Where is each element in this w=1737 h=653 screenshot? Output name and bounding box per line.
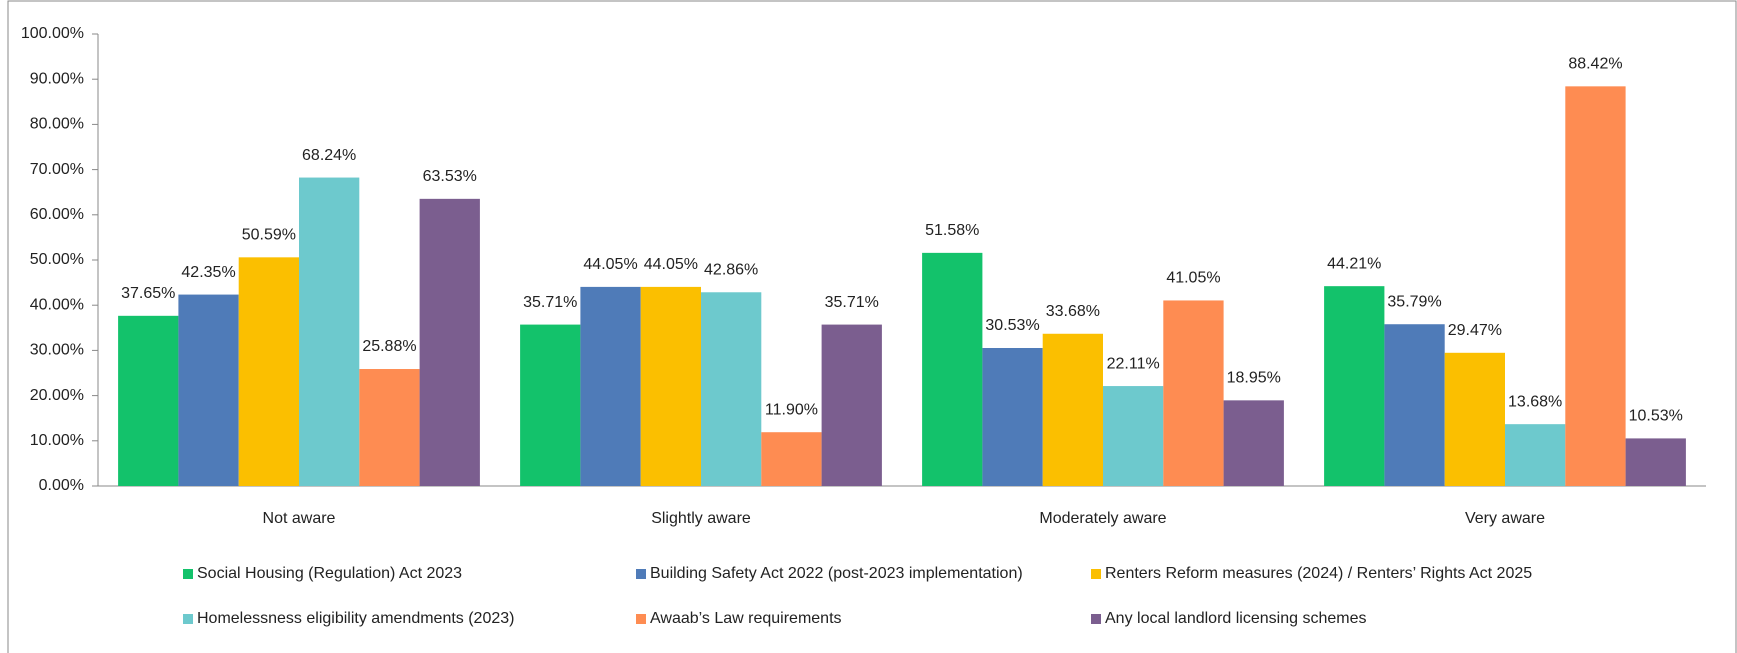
data-label: 35.71% <box>523 294 577 311</box>
bar <box>640 286 701 486</box>
bar <box>1223 400 1284 486</box>
bar <box>520 324 581 486</box>
bar <box>701 292 762 486</box>
y-tick-label: 30.00% <box>30 342 84 359</box>
legend-label: Renters Reform measures (2024) / Renters… <box>1105 565 1532 582</box>
x-tick-label: Not aware <box>263 510 336 527</box>
data-label: 22.11% <box>1107 355 1160 372</box>
bar <box>1103 386 1164 486</box>
data-label: 68.24% <box>302 147 356 164</box>
data-label: 44.05% <box>644 256 698 273</box>
data-label: 11.90% <box>765 401 818 418</box>
data-label: 35.71% <box>825 294 879 311</box>
bar <box>1163 300 1224 486</box>
y-tick-label: 20.00% <box>30 387 84 404</box>
data-label: 88.42% <box>1568 56 1622 73</box>
x-tick-label: Slightly aware <box>651 510 751 527</box>
bar <box>299 177 360 486</box>
data-label: 30.53% <box>985 317 1039 334</box>
bar <box>1384 324 1445 486</box>
data-label: 25.88% <box>362 338 416 355</box>
y-tick-label: 50.00% <box>30 251 84 268</box>
data-label: 44.21% <box>1327 255 1381 272</box>
y-tick-label: 90.00% <box>30 70 84 87</box>
chart-border <box>7 0 1737 653</box>
legend-label: Building Safety Act 2022 (post-2023 impl… <box>650 565 1023 582</box>
legend-swatch <box>1091 614 1101 624</box>
data-label: 35.79% <box>1387 293 1441 310</box>
legend-swatch <box>183 614 193 624</box>
bar <box>821 324 882 486</box>
y-tick-label: 10.00% <box>30 432 84 449</box>
bar <box>419 198 480 486</box>
legend-label: Homelessness eligibility amendments (202… <box>197 610 514 627</box>
bar <box>118 315 179 486</box>
legend-swatch <box>636 569 646 579</box>
legend-label: Awaab’s Law requirements <box>650 610 842 627</box>
data-label: 10.53% <box>1629 408 1683 425</box>
data-label: 41.05% <box>1166 270 1220 287</box>
y-tick-label: 40.00% <box>30 296 84 313</box>
bar <box>982 348 1043 486</box>
data-label: 13.68% <box>1508 393 1562 410</box>
legend-swatch <box>1091 569 1101 579</box>
data-label: 37.65% <box>121 285 175 302</box>
y-tick-label: 0.00% <box>39 477 84 494</box>
data-label: 29.47% <box>1448 322 1502 339</box>
bar <box>1042 333 1103 486</box>
data-label: 42.35% <box>181 264 235 281</box>
y-tick-label: 70.00% <box>30 161 84 178</box>
bar <box>238 257 299 486</box>
legend-label: Social Housing (Regulation) Act 2023 <box>197 565 462 582</box>
x-tick-label: Moderately aware <box>1039 510 1166 527</box>
bar <box>178 294 239 486</box>
bar <box>1324 286 1385 486</box>
data-label: 51.58% <box>925 222 979 239</box>
x-tick-label: Very aware <box>1465 510 1545 527</box>
bar <box>359 369 420 486</box>
bar <box>1505 424 1566 486</box>
bar <box>1565 86 1626 486</box>
y-tick-label: 60.00% <box>30 206 84 223</box>
bar <box>922 252 983 486</box>
legend-label: Any local landlord licensing schemes <box>1105 610 1366 627</box>
bar <box>1444 352 1505 486</box>
data-label: 63.53% <box>423 168 477 185</box>
bar <box>580 286 641 486</box>
data-label: 33.68% <box>1046 303 1100 320</box>
y-tick-label: 100.00% <box>21 25 84 42</box>
data-label: 50.59% <box>242 227 296 244</box>
data-label: 44.05% <box>583 256 637 273</box>
data-label: 18.95% <box>1227 370 1281 387</box>
data-label: 42.86% <box>704 261 758 278</box>
legend-swatch <box>183 569 193 579</box>
bar <box>761 432 822 486</box>
legend-swatch <box>636 614 646 624</box>
y-tick-label: 80.00% <box>30 116 84 133</box>
bar <box>1625 438 1686 486</box>
